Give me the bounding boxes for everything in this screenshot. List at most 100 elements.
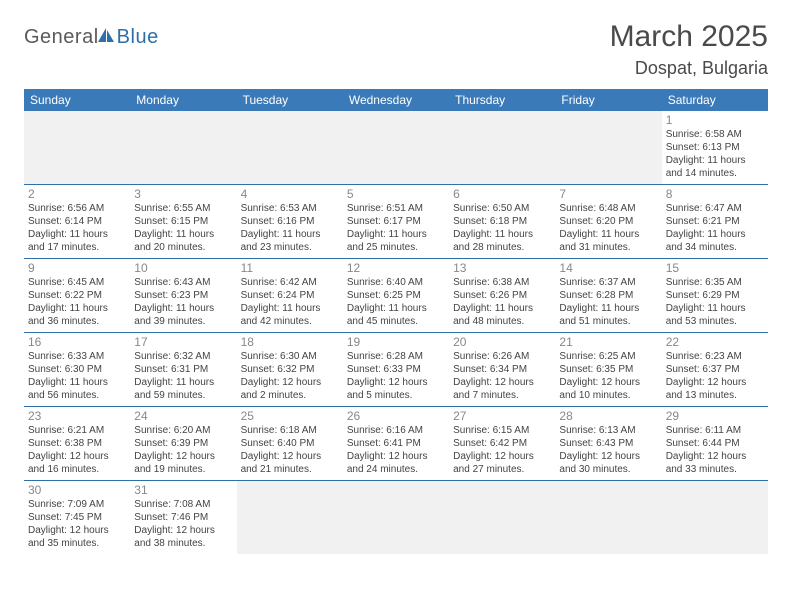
sunset-text: Sunset: 6:30 PM (28, 363, 126, 376)
sunrise-text: Sunrise: 6:28 AM (347, 350, 445, 363)
day-number: 1 (666, 113, 764, 127)
day-number: 28 (559, 409, 657, 423)
daylight-text: Daylight: 12 hours and 24 minutes. (347, 450, 445, 476)
brand-general: General (24, 26, 99, 49)
day-number: 8 (666, 187, 764, 201)
sunrise-text: Sunrise: 6:51 AM (347, 202, 445, 215)
day-number: 13 (453, 261, 551, 275)
day-number: 6 (453, 187, 551, 201)
sunset-text: Sunset: 6:18 PM (453, 215, 551, 228)
day-cell: 12Sunrise: 6:40 AMSunset: 6:25 PMDayligh… (343, 259, 449, 333)
sunrise-text: Sunrise: 6:20 AM (134, 424, 232, 437)
day-cell (237, 481, 343, 555)
day-number: 30 (28, 483, 126, 497)
day-number: 20 (453, 335, 551, 349)
daylight-text: Daylight: 11 hours and 34 minutes. (666, 228, 764, 254)
sunset-text: Sunset: 6:33 PM (347, 363, 445, 376)
daylight-text: Daylight: 11 hours and 56 minutes. (28, 376, 126, 402)
weekday-header-row: Sunday Monday Tuesday Wednesday Thursday… (24, 89, 768, 111)
day-number: 12 (347, 261, 445, 275)
daylight-text: Daylight: 11 hours and 39 minutes. (134, 302, 232, 328)
sunset-text: Sunset: 6:26 PM (453, 289, 551, 302)
sunrise-text: Sunrise: 6:42 AM (241, 276, 339, 289)
sunrise-text: Sunrise: 6:30 AM (241, 350, 339, 363)
sunrise-text: Sunrise: 6:56 AM (28, 202, 126, 215)
day-cell (555, 111, 661, 185)
day-cell (343, 111, 449, 185)
day-cell: 7Sunrise: 6:48 AMSunset: 6:20 PMDaylight… (555, 185, 661, 259)
day-cell (130, 111, 236, 185)
day-number: 2 (28, 187, 126, 201)
calendar-table: Sunday Monday Tuesday Wednesday Thursday… (24, 89, 768, 554)
daylight-text: Daylight: 12 hours and 13 minutes. (666, 376, 764, 402)
day-cell (555, 481, 661, 555)
daylight-text: Daylight: 11 hours and 45 minutes. (347, 302, 445, 328)
day-number: 21 (559, 335, 657, 349)
day-number: 31 (134, 483, 232, 497)
day-cell: 28Sunrise: 6:13 AMSunset: 6:43 PMDayligh… (555, 407, 661, 481)
weekday-header: Monday (130, 89, 236, 111)
weekday-header: Friday (555, 89, 661, 111)
daylight-text: Daylight: 11 hours and 42 minutes. (241, 302, 339, 328)
sunrise-text: Sunrise: 6:53 AM (241, 202, 339, 215)
day-cell (662, 481, 768, 555)
daylight-text: Daylight: 12 hours and 27 minutes. (453, 450, 551, 476)
sunset-text: Sunset: 6:20 PM (559, 215, 657, 228)
sunset-text: Sunset: 6:43 PM (559, 437, 657, 450)
day-cell: 19Sunrise: 6:28 AMSunset: 6:33 PMDayligh… (343, 333, 449, 407)
sunrise-text: Sunrise: 7:08 AM (134, 498, 232, 511)
brand-blue: Blue (117, 26, 159, 49)
day-number: 15 (666, 261, 764, 275)
weekday-header: Tuesday (237, 89, 343, 111)
week-row: 30Sunrise: 7:09 AMSunset: 7:45 PMDayligh… (24, 481, 768, 555)
sunset-text: Sunset: 6:37 PM (666, 363, 764, 376)
day-cell: 20Sunrise: 6:26 AMSunset: 6:34 PMDayligh… (449, 333, 555, 407)
sunset-text: Sunset: 6:39 PM (134, 437, 232, 450)
day-cell: 15Sunrise: 6:35 AMSunset: 6:29 PMDayligh… (662, 259, 768, 333)
day-number: 3 (134, 187, 232, 201)
sunrise-text: Sunrise: 6:37 AM (559, 276, 657, 289)
title-block: March 2025 Dospat, Bulgaria (610, 20, 768, 79)
week-row: 16Sunrise: 6:33 AMSunset: 6:30 PMDayligh… (24, 333, 768, 407)
sunrise-text: Sunrise: 6:18 AM (241, 424, 339, 437)
sunrise-text: Sunrise: 6:23 AM (666, 350, 764, 363)
brand-logo: General Blue (24, 26, 159, 49)
sunrise-text: Sunrise: 6:48 AM (559, 202, 657, 215)
sunset-text: Sunset: 6:42 PM (453, 437, 551, 450)
calendar-body: 1Sunrise: 6:58 AMSunset: 6:13 PMDaylight… (24, 111, 768, 554)
day-cell: 29Sunrise: 6:11 AMSunset: 6:44 PMDayligh… (662, 407, 768, 481)
day-cell: 2Sunrise: 6:56 AMSunset: 6:14 PMDaylight… (24, 185, 130, 259)
daylight-text: Daylight: 11 hours and 20 minutes. (134, 228, 232, 254)
sunrise-text: Sunrise: 6:40 AM (347, 276, 445, 289)
day-cell: 11Sunrise: 6:42 AMSunset: 6:24 PMDayligh… (237, 259, 343, 333)
day-number: 14 (559, 261, 657, 275)
daylight-text: Daylight: 11 hours and 17 minutes. (28, 228, 126, 254)
weekday-header: Wednesday (343, 89, 449, 111)
day-cell: 30Sunrise: 7:09 AMSunset: 7:45 PMDayligh… (24, 481, 130, 555)
week-row: 23Sunrise: 6:21 AMSunset: 6:38 PMDayligh… (24, 407, 768, 481)
day-number: 11 (241, 261, 339, 275)
day-cell: 6Sunrise: 6:50 AMSunset: 6:18 PMDaylight… (449, 185, 555, 259)
daylight-text: Daylight: 12 hours and 33 minutes. (666, 450, 764, 476)
daylight-text: Daylight: 12 hours and 30 minutes. (559, 450, 657, 476)
sunset-text: Sunset: 6:41 PM (347, 437, 445, 450)
sunrise-text: Sunrise: 6:55 AM (134, 202, 232, 215)
day-cell: 24Sunrise: 6:20 AMSunset: 6:39 PMDayligh… (130, 407, 236, 481)
day-cell: 18Sunrise: 6:30 AMSunset: 6:32 PMDayligh… (237, 333, 343, 407)
day-cell: 21Sunrise: 6:25 AMSunset: 6:35 PMDayligh… (555, 333, 661, 407)
sunset-text: Sunset: 6:32 PM (241, 363, 339, 376)
sunset-text: Sunset: 6:35 PM (559, 363, 657, 376)
day-number: 19 (347, 335, 445, 349)
day-cell: 16Sunrise: 6:33 AMSunset: 6:30 PMDayligh… (24, 333, 130, 407)
daylight-text: Daylight: 12 hours and 16 minutes. (28, 450, 126, 476)
daylight-text: Daylight: 11 hours and 53 minutes. (666, 302, 764, 328)
sunset-text: Sunset: 6:38 PM (28, 437, 126, 450)
calendar-page: General Blue March 2025 Dospat, Bulgaria… (0, 0, 792, 564)
sunrise-text: Sunrise: 6:13 AM (559, 424, 657, 437)
day-cell: 22Sunrise: 6:23 AMSunset: 6:37 PMDayligh… (662, 333, 768, 407)
day-number: 16 (28, 335, 126, 349)
day-cell: 14Sunrise: 6:37 AMSunset: 6:28 PMDayligh… (555, 259, 661, 333)
daylight-text: Daylight: 12 hours and 21 minutes. (241, 450, 339, 476)
day-number: 4 (241, 187, 339, 201)
day-number: 5 (347, 187, 445, 201)
